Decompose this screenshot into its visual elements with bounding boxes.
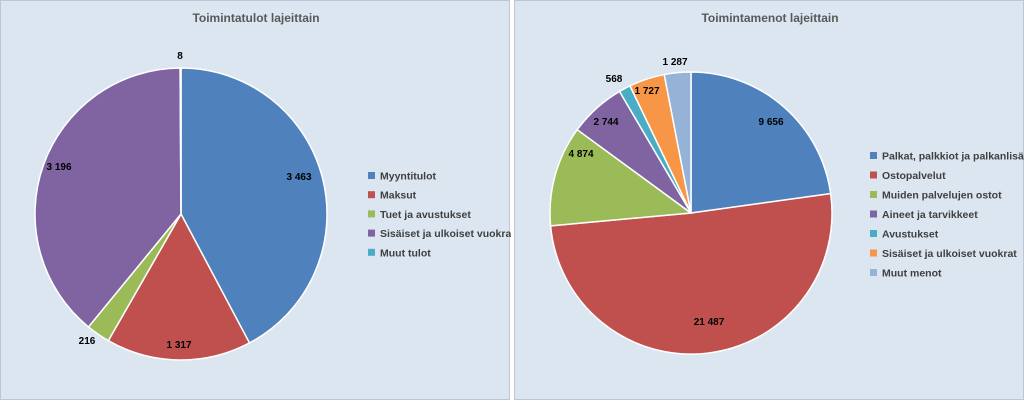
legend-swatch — [368, 248, 375, 256]
legend-swatch — [368, 210, 375, 218]
legend-swatch — [870, 152, 877, 159]
chart-panel-revenue: Toimintatulot lajeittain 3 463 1 317 216 3 … — [0, 0, 511, 400]
legend-label: Aineet ja tarvikkeet — [882, 209, 978, 221]
legend-label: Muut menot — [882, 268, 942, 280]
chart-panel-expenses: Toimintamenot lajeittain 9 656 21 487 4 87… — [514, 0, 1024, 400]
chart-title: Toimintatulot lajeittain — [192, 11, 319, 25]
legend-label: Ostopalvelut — [882, 170, 946, 182]
legend-swatch — [870, 249, 877, 257]
pie-slice — [34, 67, 182, 328]
pie-slice — [180, 67, 328, 344]
pie-slice — [107, 212, 251, 361]
data-label: 216 — [79, 336, 96, 347]
data-label: 1 287 — [662, 57, 687, 68]
legend-swatch — [870, 171, 877, 179]
legend-label: Avustukset — [882, 229, 939, 241]
legend-label: Myyntitulot — [380, 171, 436, 183]
data-label: 2 744 — [593, 117, 618, 128]
data-label: 8 — [177, 51, 183, 62]
legend-swatch — [870, 191, 877, 198]
legend-swatch — [368, 229, 375, 237]
legend-swatch — [870, 210, 877, 218]
legend-swatch — [870, 269, 877, 276]
data-label: 1 317 — [166, 340, 191, 351]
data-label: 21 487 — [694, 317, 725, 328]
data-label: 568 — [606, 74, 623, 85]
legend-swatch — [870, 230, 877, 237]
data-label: 1 727 — [634, 86, 659, 97]
pie-slice — [179, 67, 182, 215]
legend-label: Muiden palvelujen ostot — [882, 190, 1002, 202]
legend-label: Sisäiset ja ulkoiset vuokrat — [380, 228, 511, 240]
legend-label: Tuet ja avustukset — [380, 209, 471, 221]
legend-swatch — [368, 191, 375, 199]
pie-slice — [690, 71, 832, 214]
legend-label: Palkat, palkkiot ja palkanlisät — [882, 151, 1024, 163]
pie-slice — [663, 71, 692, 214]
pie-chart-revenue: Toimintatulot lajeittain 3 463 1 317 216 3 … — [34, 11, 511, 361]
chart-title: Toimintamenot lajeittain — [701, 11, 838, 25]
data-label: 3 463 — [286, 172, 311, 183]
legend-swatch — [368, 172, 375, 179]
legend-label: Sisäiset ja ulkoiset vuokrat — [882, 248, 1017, 260]
data-label: 9 656 — [758, 117, 783, 128]
pie-slice — [549, 192, 833, 355]
data-label: 4 874 — [568, 149, 593, 160]
pie-slice — [549, 128, 694, 227]
pie-chart-expenses: Toimintamenot lajeittain 9 656 21 487 4 87… — [549, 11, 1024, 355]
legend-label: Maksut — [380, 190, 417, 202]
data-label: 3 196 — [46, 162, 71, 173]
legend-label: Muut tulot — [380, 247, 431, 259]
